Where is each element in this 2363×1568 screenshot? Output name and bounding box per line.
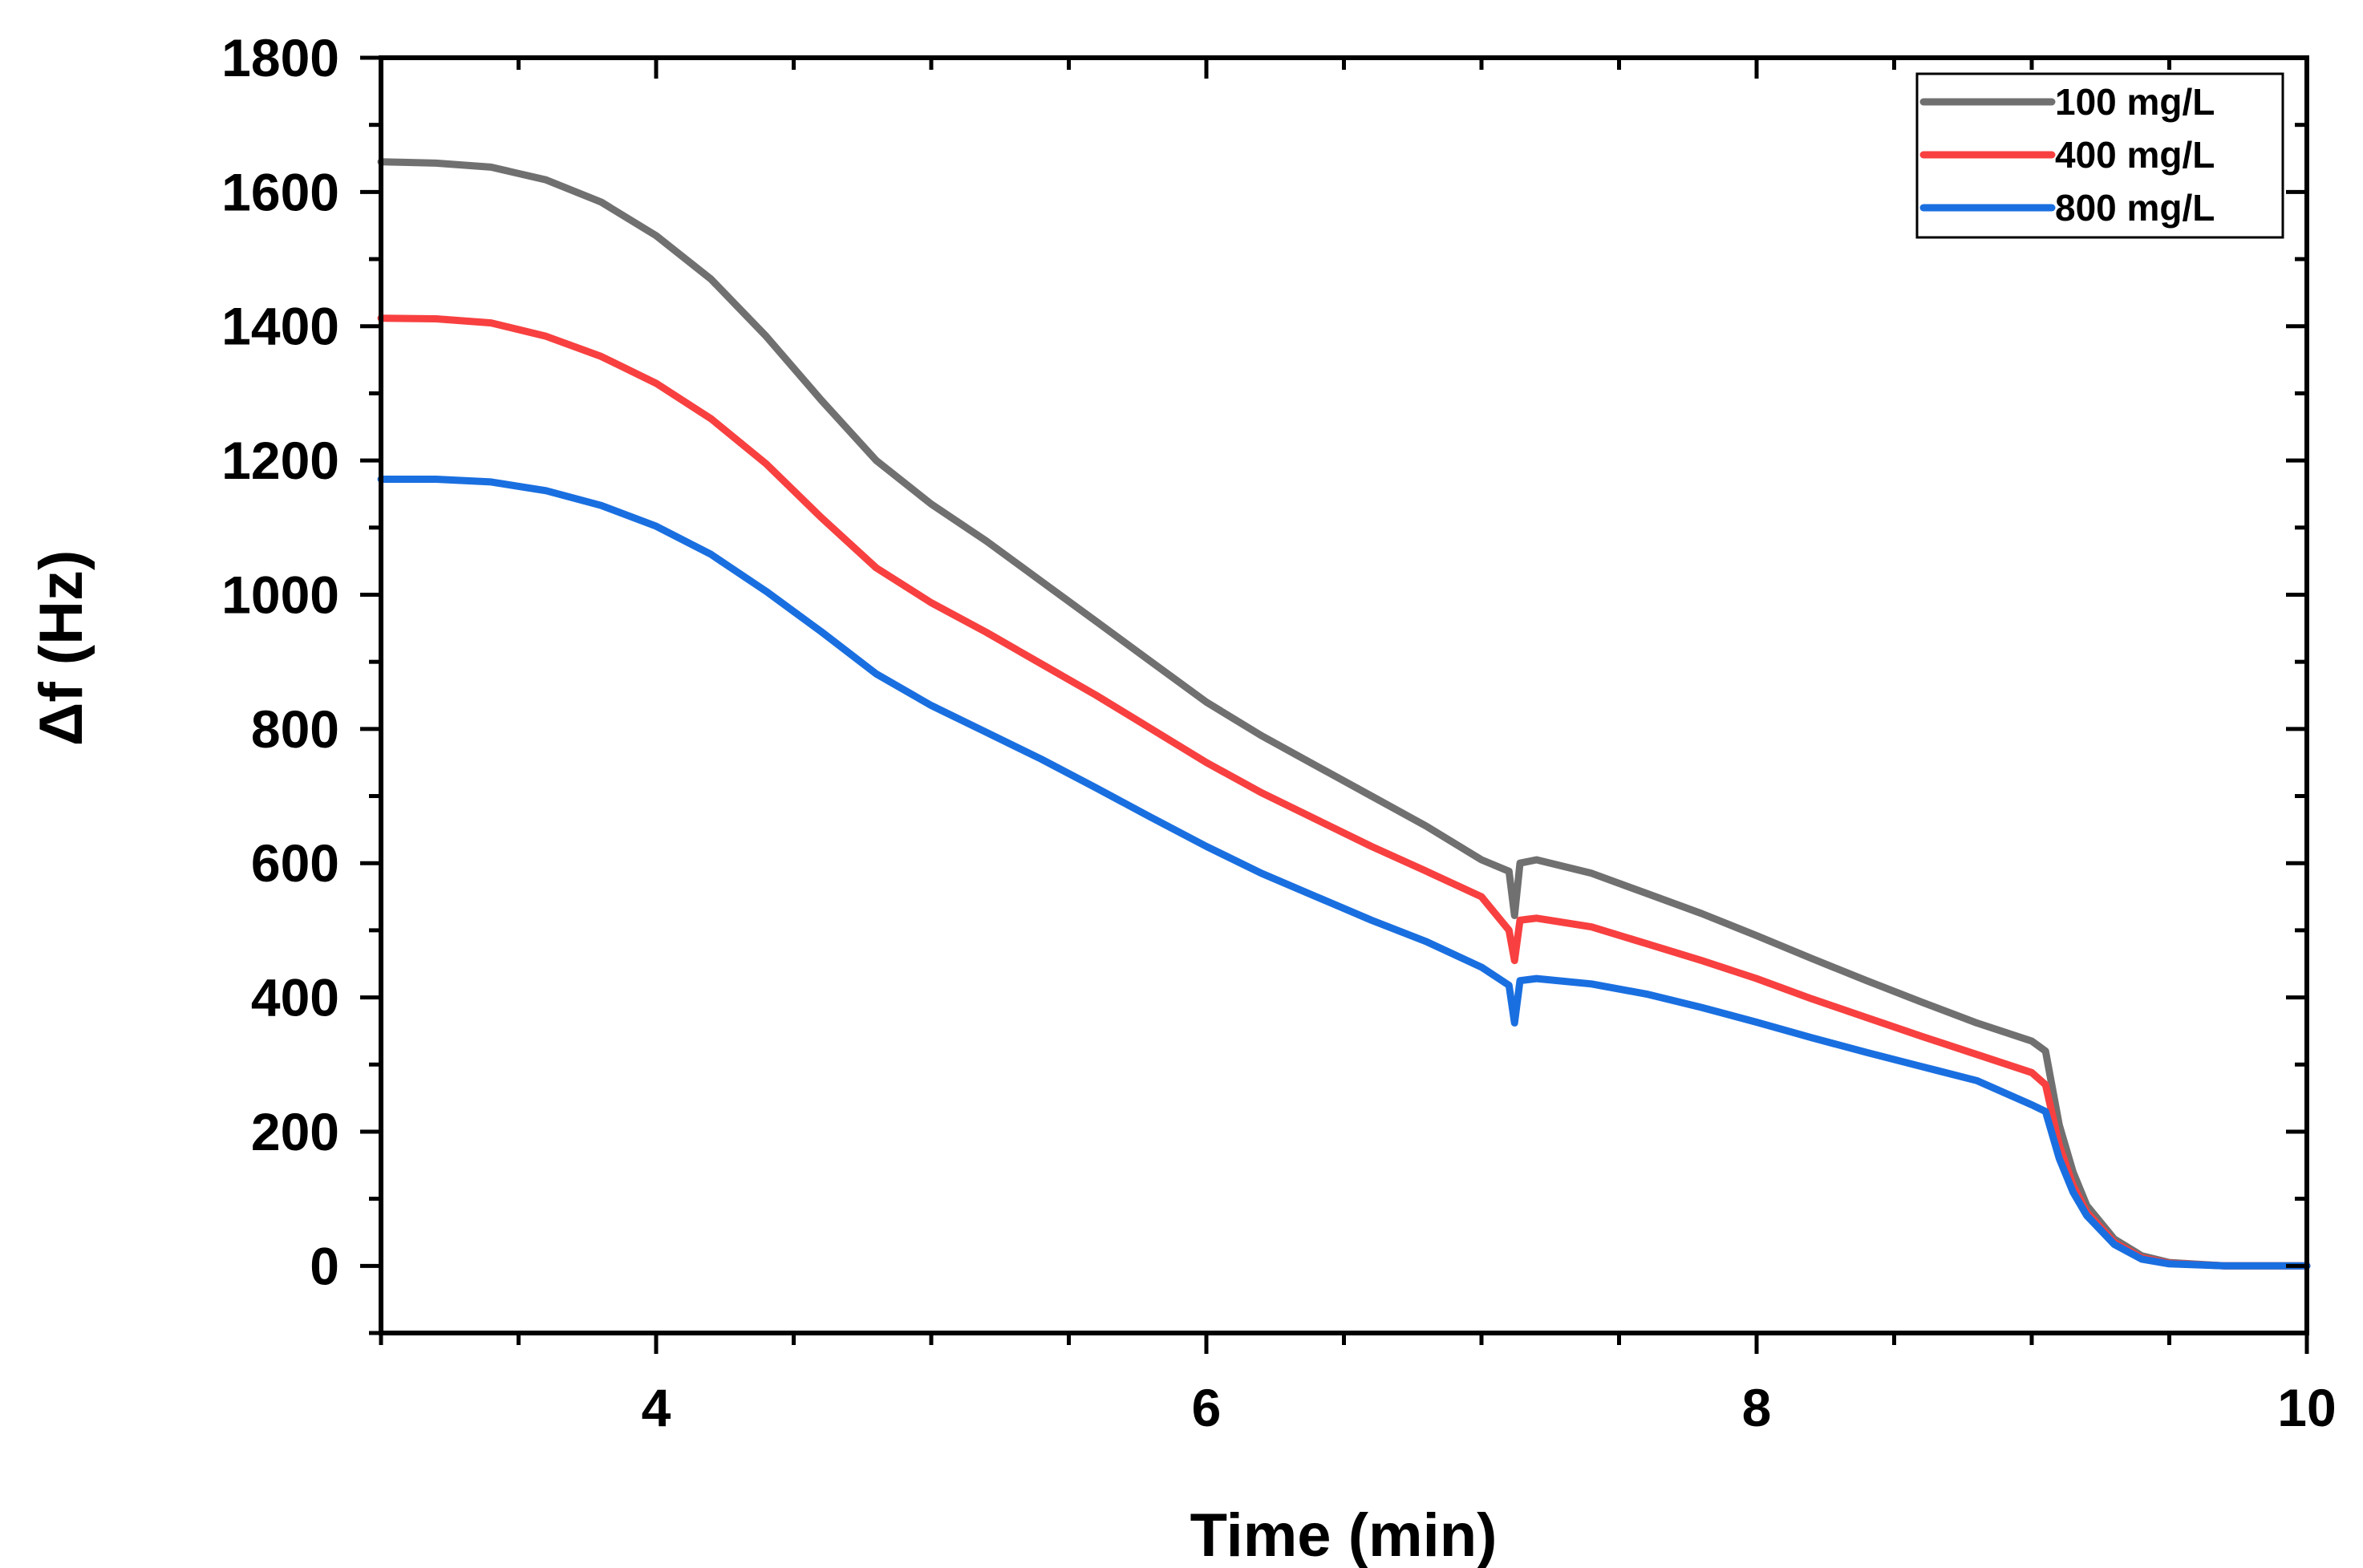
ticks-layer <box>360 55 2309 1354</box>
x-tick-label: 8 <box>1742 1378 1772 1437</box>
y-tick-label: 1600 <box>221 162 339 221</box>
y-tick-label: 1000 <box>221 565 339 624</box>
series-line <box>377 476 2311 1270</box>
legend-label: 100 mg/L <box>2055 81 2215 123</box>
series-line <box>377 314 2311 1270</box>
y-axis-title: Δf (Hz) <box>27 550 95 747</box>
legend: 100 mg/L 400 mg/L 800 mg/L <box>1915 72 2284 239</box>
x-tick-label: 6 <box>1192 1378 1222 1437</box>
y-tick-label: 800 <box>251 699 339 759</box>
legend-label: 400 mg/L <box>2055 134 2215 176</box>
x-tick-label: 10 <box>2277 1378 2336 1437</box>
y-tick-label: 0 <box>310 1236 339 1295</box>
y-tick-label: 1800 <box>221 28 339 87</box>
legend-label: 800 mg/L <box>2055 187 2215 229</box>
series-line <box>377 158 2311 1270</box>
tick-labels-layer: 4 6 8 10 0 200 400 600 800 1000 1200 1400 1600 1800 <box>221 28 2337 1437</box>
y-tick-label: 600 <box>251 833 339 893</box>
x-tick-label: 4 <box>642 1378 671 1437</box>
x-axis-title: Time (min) <box>1190 1501 1498 1568</box>
series-layer <box>377 158 2311 1270</box>
y-tick-label: 1400 <box>221 297 339 356</box>
y-tick-label: 1200 <box>221 431 339 490</box>
y-tick-label: 400 <box>251 968 339 1027</box>
y-tick-label: 200 <box>251 1102 339 1161</box>
